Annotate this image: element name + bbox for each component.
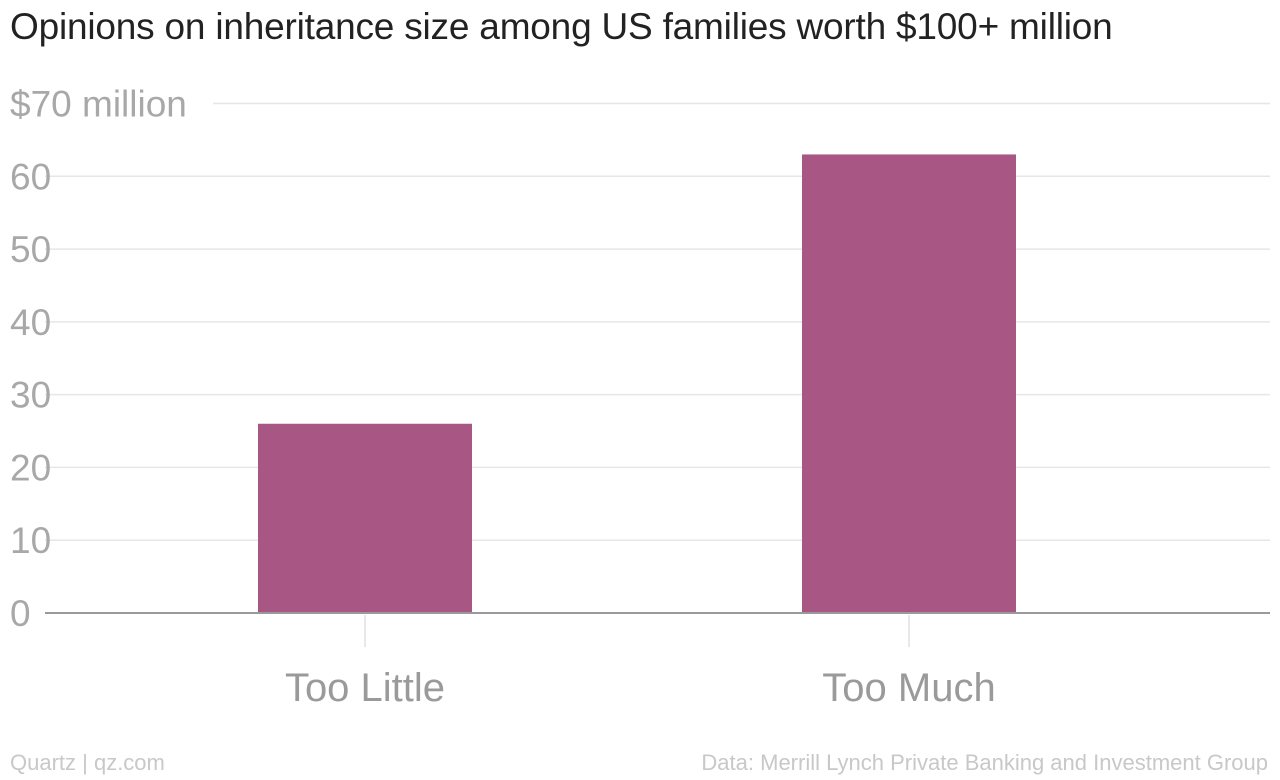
- y-tick-label: 50: [10, 229, 51, 270]
- y-tick-label: 60: [10, 156, 51, 197]
- bar-too-much: [802, 154, 1016, 613]
- bar-too-little: [258, 423, 472, 613]
- y-tick-label: 10: [10, 520, 51, 561]
- y-tick-label: 20: [10, 447, 51, 488]
- footer-credit: Quartz | qz.com: [10, 750, 165, 775]
- footer-data-source: Data: Merrill Lynch Private Banking and …: [701, 750, 1268, 775]
- y-tick-label: 30: [10, 375, 51, 416]
- x-tick-label: Too Little: [285, 666, 445, 710]
- gridlines: [45, 102, 1270, 541]
- x-axis-ticks: Too Little Too Much: [285, 615, 996, 710]
- bars: [258, 154, 1016, 613]
- y-tick-label: 40: [10, 302, 51, 343]
- chart-title: Opinions on inheritance size among US fa…: [10, 6, 1113, 47]
- bar-chart: 0 10 20 30 40 50 60 $70 million Too Little Too M…: [10, 84, 1270, 710]
- x-tick-label: Too Much: [822, 666, 995, 710]
- y-tick-label: $70 million: [10, 84, 187, 125]
- y-tick-label: 0: [10, 593, 31, 634]
- y-axis-ticks: 0 10 20 30 40 50 60 $70 million: [10, 84, 187, 635]
